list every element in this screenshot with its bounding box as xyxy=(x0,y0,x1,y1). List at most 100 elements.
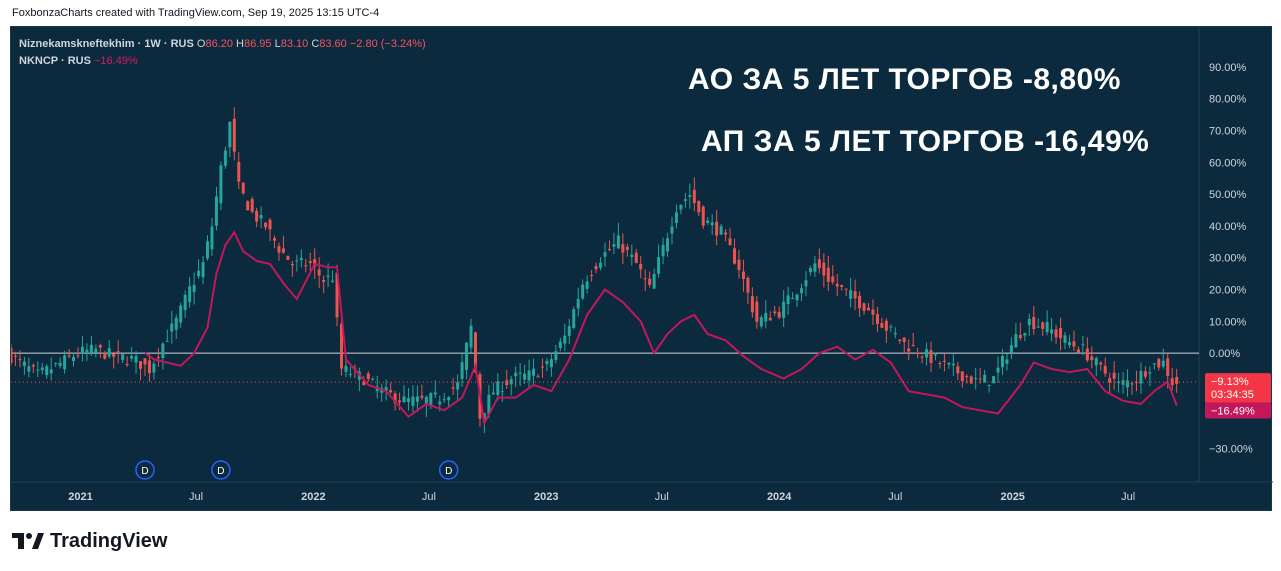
candle-body xyxy=(27,366,31,372)
legend-close-label: C xyxy=(311,38,320,50)
y-tick-label: 70.00% xyxy=(1209,125,1247,137)
candle-body xyxy=(741,271,745,279)
candle-body xyxy=(750,296,754,313)
candle-body xyxy=(666,238,670,252)
candle-body xyxy=(956,366,960,374)
legend-symbol[interactable]: Niznekamskneftekhim · 1W · RUS xyxy=(19,38,194,50)
candle-body xyxy=(599,262,603,268)
candle-body xyxy=(237,161,241,182)
candle-body xyxy=(840,284,844,287)
y-tick-label: 0.00% xyxy=(1209,348,1240,360)
candle-body xyxy=(384,387,388,391)
candle-body xyxy=(867,307,871,311)
candle-body xyxy=(433,392,437,395)
dividend-marker-icon xyxy=(135,460,155,480)
candle-body xyxy=(1027,318,1031,326)
y-tick-label: 40.00% xyxy=(1209,221,1247,233)
bar-countdown: 03:34:35 xyxy=(1211,389,1254,401)
candle-body xyxy=(54,363,58,365)
legend-open-value: 86.20 xyxy=(205,38,233,50)
candle-body xyxy=(295,260,299,262)
candle-body xyxy=(456,382,460,390)
x-tick-label: Jul xyxy=(655,491,669,503)
chart-panel[interactable]: 90.00% 80.00% 70.00% 60.00% 50.00% 40.00% 30.0… xyxy=(10,26,1273,512)
x-tick-label: Jul xyxy=(888,491,902,503)
candle-body xyxy=(880,322,884,328)
candle-body xyxy=(545,360,549,365)
candle-body xyxy=(1014,334,1018,348)
candle-body xyxy=(639,263,643,270)
candle-body xyxy=(978,378,982,380)
candle-body xyxy=(974,378,978,380)
candle-body xyxy=(40,367,44,371)
candle-body xyxy=(161,343,165,358)
legend-compare-symbol[interactable]: NKNCP · RUS xyxy=(19,55,91,67)
candle-body xyxy=(429,393,433,406)
candle-body xyxy=(523,373,527,380)
candle-body xyxy=(45,366,49,376)
x-tick-label: 2025 xyxy=(1000,491,1024,503)
candle-body xyxy=(692,189,696,204)
candle-body xyxy=(965,375,969,378)
candle-body xyxy=(817,259,821,269)
candle-body xyxy=(634,252,638,263)
candle-body xyxy=(902,337,906,342)
candle-body xyxy=(232,118,236,152)
candle-body xyxy=(871,309,875,315)
candle-body xyxy=(715,221,719,236)
candle-body xyxy=(424,397,428,406)
candle-body xyxy=(496,381,500,395)
candle-body xyxy=(1170,378,1174,386)
candle-body xyxy=(179,305,183,323)
candle-body xyxy=(299,257,303,261)
candle-body xyxy=(916,352,920,355)
candle-body xyxy=(1103,365,1107,374)
candle-body xyxy=(72,356,76,362)
y-tick-label: 50.00% xyxy=(1209,189,1247,201)
candle-body xyxy=(1085,348,1089,361)
candle-body xyxy=(121,354,125,360)
candle-body xyxy=(1023,333,1027,336)
candle-body xyxy=(214,196,218,226)
candle-body xyxy=(657,257,661,274)
candle-body xyxy=(925,349,929,358)
candle-body xyxy=(858,295,862,309)
candle-body xyxy=(1143,371,1147,377)
annotation-ap[interactable]: АП ЗА 5 ЛЕТ ТОРГОВ -16,49% xyxy=(701,125,1150,158)
candle-body xyxy=(737,259,741,271)
compare-price-value: −16.49% xyxy=(1211,406,1255,418)
candle-body xyxy=(362,381,366,386)
y-tick-label: −30.00% xyxy=(1209,443,1253,455)
legend-low-label: L xyxy=(274,38,281,50)
x-tick-label: Jul xyxy=(189,491,203,503)
candle-body xyxy=(567,326,571,336)
price-chart[interactable]: 90.00% 80.00% 70.00% 60.00% 50.00% 40.00% 30.0… xyxy=(11,27,1273,512)
candle-body xyxy=(366,373,370,380)
candle-body xyxy=(1050,329,1054,334)
candle-body xyxy=(389,390,393,393)
candle-body xyxy=(621,244,625,253)
candle-body xyxy=(648,278,652,285)
annotation-ao[interactable]: АО ЗА 5 ЛЕТ ТОРГОВ -8,80% xyxy=(688,63,1121,96)
candle-body xyxy=(1059,328,1063,339)
candle-body xyxy=(1081,344,1085,346)
candle-body xyxy=(804,280,808,287)
dividend-marker-label: D xyxy=(141,466,148,477)
legend-high-value: 86.95 xyxy=(244,38,272,50)
candle-body xyxy=(139,361,143,369)
candle-body xyxy=(286,255,290,260)
candle-body xyxy=(1036,326,1040,328)
candle-body xyxy=(268,219,272,230)
candle-body xyxy=(134,355,138,363)
candle-body xyxy=(661,244,665,257)
candle-body xyxy=(581,284,585,299)
candle-body xyxy=(929,350,933,363)
candle-body xyxy=(996,367,1000,373)
candle-body xyxy=(1067,342,1071,346)
candle-body xyxy=(36,369,40,371)
candle-body xyxy=(831,276,835,283)
candle-body xyxy=(505,380,509,386)
candle-body xyxy=(107,348,111,357)
candle-body xyxy=(808,267,812,273)
tradingview-brand[interactable]: TradingView xyxy=(12,530,167,553)
